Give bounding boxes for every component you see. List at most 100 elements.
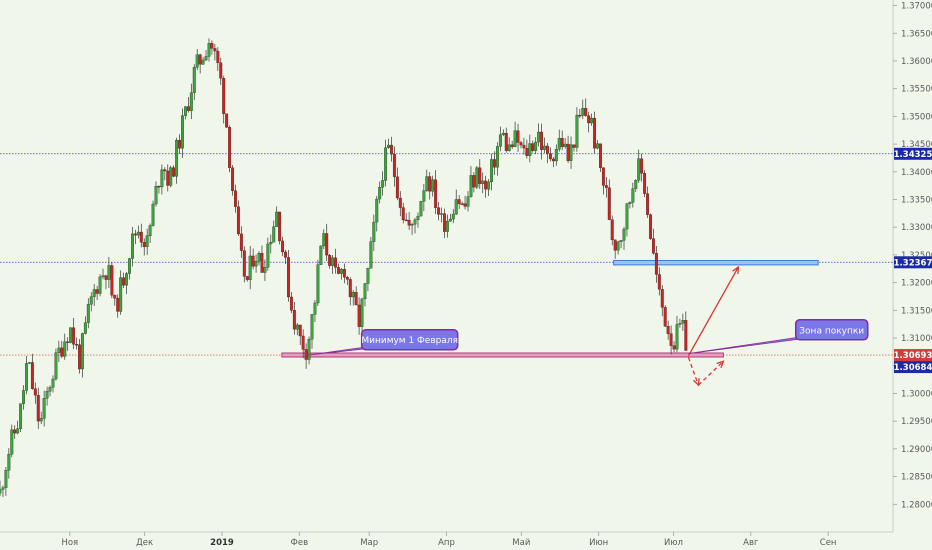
candle-body-129 xyxy=(378,187,382,200)
candle-body-59 xyxy=(172,167,176,177)
candle-body-33 xyxy=(95,289,99,294)
candle-body-210 xyxy=(616,241,620,251)
candle-body-228 xyxy=(669,333,673,346)
candle-body-102 xyxy=(298,324,302,337)
candle-body-190 xyxy=(557,138,561,150)
candle-body-188 xyxy=(551,158,555,162)
candle-body-51 xyxy=(148,225,152,236)
candle-body-99 xyxy=(289,296,293,311)
candle-body-21 xyxy=(60,347,64,357)
x-tick-label-6: Май xyxy=(512,538,530,548)
y-tick-label-12: 1.31000 xyxy=(901,334,932,344)
y-tick-label-2: 1.36000 xyxy=(901,57,932,67)
x-tick-label-8: Июл xyxy=(664,538,683,548)
candle-body-54 xyxy=(157,186,161,188)
price-badge-2 xyxy=(894,349,932,362)
callout-buy-zone-box xyxy=(794,319,869,341)
candle-body-158 xyxy=(463,203,467,207)
candle-body-46 xyxy=(133,233,137,236)
x-tick-label-5: Апр xyxy=(438,538,455,548)
candle-body-72 xyxy=(210,43,214,49)
candle-body-147 xyxy=(431,179,435,192)
candle-body-136 xyxy=(398,197,402,208)
candle-body-110 xyxy=(322,233,326,247)
candle-body-50 xyxy=(145,235,149,247)
candle-body-229 xyxy=(672,345,676,350)
candle-body-212 xyxy=(622,228,626,241)
candle-body-118 xyxy=(345,276,349,280)
candle-body-74 xyxy=(216,50,220,63)
candle-body-152 xyxy=(445,221,449,232)
candle-body-64 xyxy=(186,106,190,111)
x-tick-label-4: Мар xyxy=(360,538,378,548)
candle-body-75 xyxy=(219,62,223,79)
candle-body-139 xyxy=(407,219,411,226)
candle-body-101 xyxy=(295,324,299,330)
candle-body-157 xyxy=(460,203,464,205)
candle-body-6 xyxy=(16,428,20,434)
price-badge-label-2: 1.30693 xyxy=(894,351,932,361)
candle-body-121 xyxy=(354,292,358,306)
y-tick-label-15: 1.29500 xyxy=(901,417,932,427)
candle-body-82 xyxy=(239,233,243,251)
candle-body-122 xyxy=(357,304,361,327)
candle-body-92 xyxy=(269,242,273,245)
candle-body-133 xyxy=(390,144,393,155)
candle-body-131 xyxy=(384,147,388,181)
candle-body-109 xyxy=(319,245,323,265)
candle-body-40 xyxy=(116,298,120,312)
candle-body-119 xyxy=(348,279,352,298)
y-tick-label-5: 1.34500 xyxy=(901,140,932,150)
candle-body-182 xyxy=(534,141,538,151)
y-tick-label-7: 1.33500 xyxy=(901,196,932,206)
candle-body-170 xyxy=(498,134,502,147)
candle-body-148 xyxy=(434,179,438,208)
candle-body-207 xyxy=(607,187,611,220)
candle-body-91 xyxy=(266,243,270,268)
candle-body-96 xyxy=(281,240,285,253)
candle-body-81 xyxy=(236,206,240,235)
candle-body-27 xyxy=(78,344,81,370)
candle-body-143 xyxy=(419,201,423,217)
x-tick-label-9: Авг xyxy=(743,538,759,548)
candle-body-14 xyxy=(39,418,43,422)
candle-body-0 xyxy=(0,489,2,494)
arrow-up-head xyxy=(732,265,740,275)
candle-body-5 xyxy=(13,429,17,434)
candle-body-57 xyxy=(166,170,170,186)
candle-body-209 xyxy=(613,239,617,251)
candle-body-185 xyxy=(543,145,546,150)
candle-body-176 xyxy=(516,130,520,143)
candle-body-138 xyxy=(404,219,408,222)
x-tick-label-1: Дек xyxy=(136,538,153,548)
candle-body-70 xyxy=(204,56,208,61)
time-axis[interactable]: Ноя Дек 2019 Фев Мар Апр Май Июн Июл Авг Сен xyxy=(61,532,837,548)
candle-body-206 xyxy=(604,185,608,188)
candle-body-151 xyxy=(443,213,446,232)
candle-body-154 xyxy=(451,213,455,220)
candle-body-9 xyxy=(25,363,28,391)
candle-body-77 xyxy=(225,113,229,128)
candle-body-204 xyxy=(599,143,602,168)
candle-body-198 xyxy=(581,108,585,116)
candle-body-84 xyxy=(245,276,249,280)
candle-body-56 xyxy=(163,169,167,172)
candle-body-65 xyxy=(189,92,193,111)
candle-body-146 xyxy=(428,176,432,192)
candle-body-87 xyxy=(254,261,258,267)
candle-body-126 xyxy=(369,241,373,269)
candle-body-193 xyxy=(566,143,570,161)
candle-body-134 xyxy=(392,153,396,177)
candle-body-203 xyxy=(596,143,599,149)
candle-body-178 xyxy=(522,144,526,149)
price-badge-3 xyxy=(894,361,932,374)
callouts: Минимум 1 Февраля Зона покупки xyxy=(306,319,869,356)
arrow-down-dashed-2-head xyxy=(716,360,725,369)
candle-body-202 xyxy=(593,117,597,149)
candle-body-156 xyxy=(457,199,461,204)
candle-body-23 xyxy=(66,341,70,343)
candle-body-29 xyxy=(83,322,87,334)
candle-body-111 xyxy=(325,233,329,256)
